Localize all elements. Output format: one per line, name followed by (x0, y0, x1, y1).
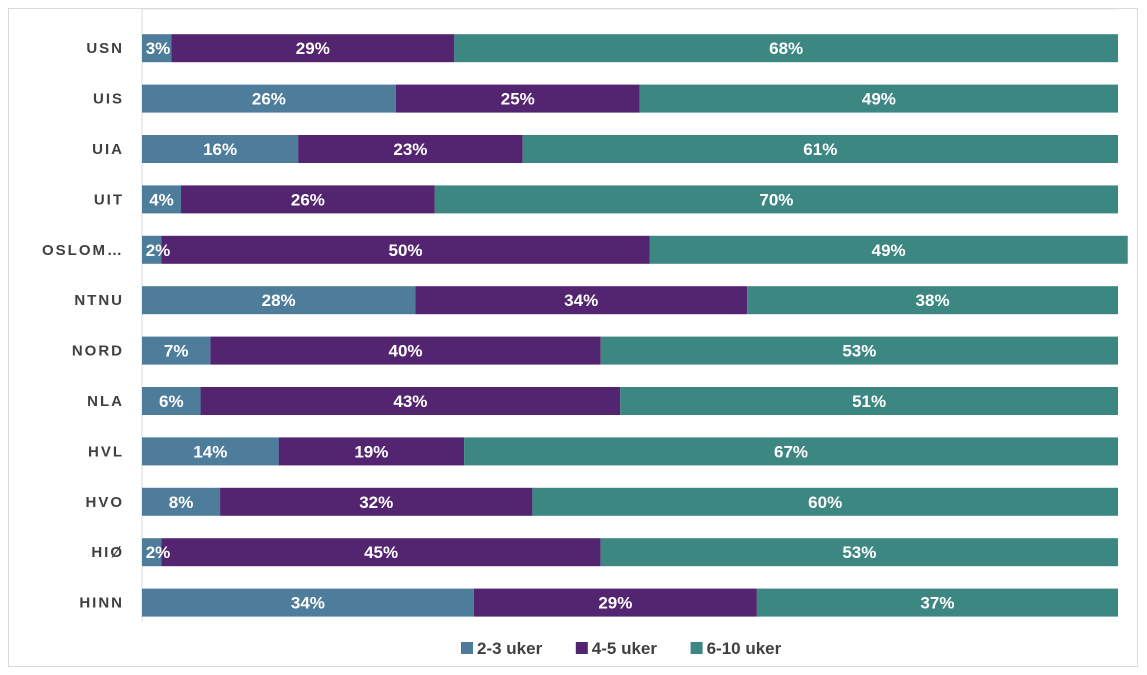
bar-segment (415, 286, 748, 315)
bar-segment (171, 34, 455, 63)
legend-entry: 6-10 uker (707, 639, 782, 658)
bar-segment (142, 487, 221, 516)
data-label: 34% (291, 594, 325, 613)
data-label: 50% (389, 241, 423, 260)
data-label: 26% (291, 190, 325, 209)
category-label: OSLOM… (42, 242, 124, 259)
bar-segment (747, 286, 1118, 315)
stacked-bar-chart: USN 3% 29% 68% UIS 26% 25% 49% UIA 16% 23% 61% UIT 4%… (42, 8, 1128, 658)
data-label: 70% (759, 190, 793, 209)
bar-segment (639, 84, 1118, 113)
category-label: HVO (85, 494, 124, 511)
category-label: NLA (87, 393, 124, 410)
data-label: 2% (146, 543, 171, 562)
bar-segment (532, 487, 1118, 516)
category-label: NORD (72, 343, 124, 360)
bar-segment (200, 387, 621, 415)
data-label: 45% (364, 543, 398, 562)
data-label: 19% (354, 442, 388, 461)
category-label: HVL (88, 443, 124, 460)
chart-frame: USN 3% 29% 68% UIS 26% 25% 49% UIA 16% 23% 61% UIT 4%… (8, 8, 1138, 667)
bar-segment (142, 34, 172, 63)
category-label: HIØ (91, 544, 124, 561)
category-label: HINN (79, 595, 124, 612)
legend-entry: 4-5 uker (592, 639, 658, 658)
bar-segment (600, 538, 1118, 567)
bar-segment (454, 34, 1118, 63)
data-label: 61% (803, 140, 837, 159)
data-label: 26% (252, 90, 286, 109)
bar-segment (522, 135, 1118, 163)
data-label: 53% (842, 543, 876, 562)
data-label: 29% (598, 594, 632, 613)
category-label: USN (86, 40, 124, 57)
bar-segment (142, 588, 474, 617)
bar-segment (142, 336, 211, 365)
data-label: 67% (774, 442, 808, 461)
bar-segment (298, 135, 523, 163)
data-label: 49% (872, 241, 906, 260)
data-label: 32% (359, 493, 393, 512)
bar-segment (220, 487, 533, 516)
bar-segment (142, 538, 162, 567)
legend-swatch (575, 642, 588, 654)
data-label: 49% (862, 90, 896, 109)
data-label: 51% (852, 392, 886, 411)
bar-segment (161, 235, 650, 264)
bar-segment (142, 185, 182, 214)
data-label: 7% (164, 342, 189, 361)
category-label: NTNU (74, 292, 124, 309)
data-label: 6% (159, 392, 184, 411)
bar-segment (142, 437, 279, 466)
bar-segment (142, 84, 396, 113)
data-label: 16% (203, 140, 237, 159)
bar-segment (278, 437, 465, 466)
data-label: 2% (146, 241, 171, 260)
bar-segment (142, 387, 201, 415)
data-label: 68% (769, 39, 803, 58)
category-label: UIA (92, 141, 124, 158)
legend-entry: 2-3 uker (477, 639, 543, 658)
bar-segment (464, 437, 1119, 466)
data-label: 4% (149, 190, 174, 209)
data-label: 37% (920, 594, 954, 613)
bar-segment (142, 235, 162, 264)
data-label: 23% (393, 140, 427, 159)
category-label: UIT (94, 191, 124, 208)
bar-segment (395, 84, 640, 113)
data-label: 29% (296, 39, 330, 58)
data-label: 14% (193, 442, 227, 461)
bar-segment (210, 336, 601, 365)
data-label: 53% (842, 342, 876, 361)
data-label: 3% (146, 39, 171, 58)
legend-swatch (461, 642, 473, 654)
bar-segment (434, 185, 1118, 214)
data-label: 43% (393, 392, 427, 411)
data-label: 38% (916, 291, 950, 310)
data-label: 8% (169, 493, 194, 512)
bar-segment (181, 185, 435, 214)
legend-swatch (690, 642, 703, 654)
data-label: 25% (501, 90, 535, 109)
bar-segment (473, 588, 757, 617)
category-label: UIS (93, 91, 124, 108)
data-label: 28% (262, 291, 296, 310)
bar-segment (649, 235, 1128, 264)
bar-segment (142, 286, 416, 315)
data-label: 60% (808, 493, 842, 512)
bar-segment (161, 538, 601, 567)
data-label: 40% (389, 342, 423, 361)
bar-segment (620, 387, 1118, 415)
bar-segment (142, 135, 299, 163)
data-label: 34% (564, 291, 598, 310)
bar-segment (600, 336, 1118, 365)
bar-segment (756, 588, 1118, 617)
